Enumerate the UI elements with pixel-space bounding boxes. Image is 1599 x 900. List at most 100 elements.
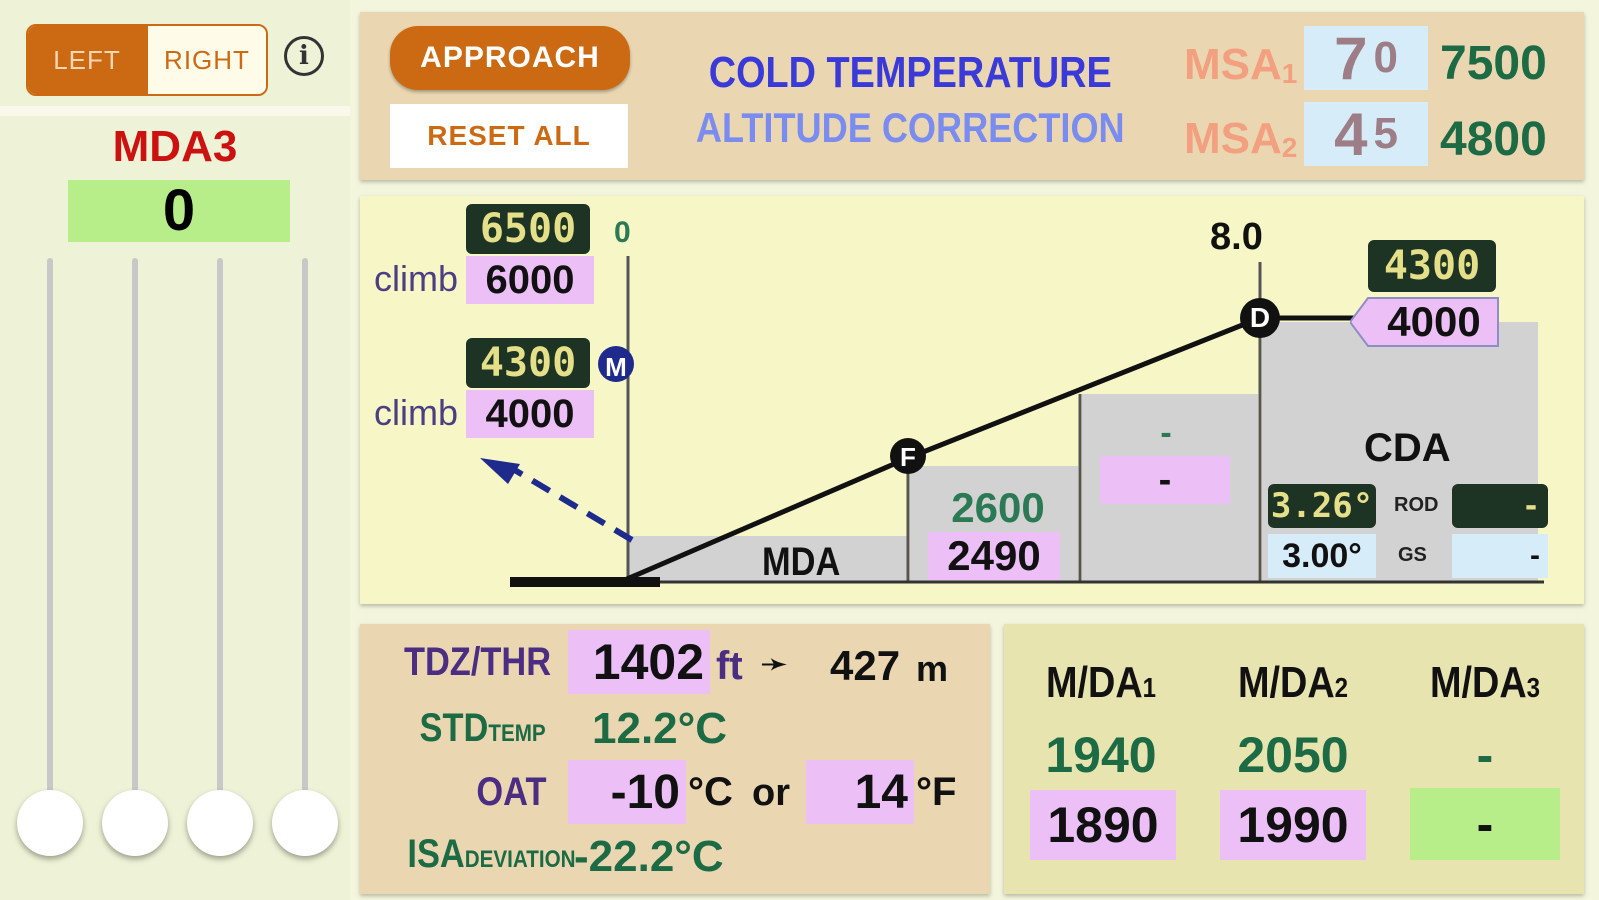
tdz-input[interactable]: 1402 xyxy=(568,630,710,694)
mda2-input[interactable]: 1990 xyxy=(1220,790,1366,860)
d-marker-icon xyxy=(1240,298,1280,338)
oat-celsius-input[interactable]: -10 xyxy=(568,760,686,824)
d-marker-label: D xyxy=(1249,302,1271,333)
slider-knob-3[interactable] xyxy=(187,790,253,856)
missed-step2-label: climb xyxy=(374,392,459,433)
initial-lcd: 4300 xyxy=(1368,240,1496,292)
mda3-input[interactable]: - xyxy=(1410,788,1560,860)
mda1-input[interactable]: 1890 xyxy=(1030,790,1176,860)
slider-track-3 xyxy=(217,258,223,793)
slider-track-2 xyxy=(132,258,138,793)
m-marker-icon xyxy=(598,346,634,382)
msa2-label-text: MSA xyxy=(1184,114,1282,163)
segment1-input[interactable]: 2490 xyxy=(928,532,1060,580)
msa1-label-sub: 1 xyxy=(1281,58,1298,89)
gs-value: - xyxy=(1452,534,1548,578)
initial-input[interactable]: 4000 xyxy=(1387,298,1481,345)
arrow-icon: ➛ xyxy=(760,645,789,683)
glide-path-final xyxy=(619,455,909,585)
std-temp-label-sub: TEMP xyxy=(488,720,546,747)
missed-approach-arrowhead xyxy=(480,458,520,484)
missed-step2-input[interactable]: 4000 xyxy=(466,390,594,438)
or-label: or xyxy=(752,772,790,814)
oat-fahrenheit-unit: °F xyxy=(916,770,957,814)
oat-label: OAT xyxy=(380,770,546,815)
cda-label: CDA xyxy=(1364,426,1451,470)
msa2-input-small: 5 xyxy=(1373,109,1398,158)
tdz-meters-value: 427 xyxy=(830,642,901,689)
info-glyph: i xyxy=(299,41,309,71)
std-temp-value: 12.2°C xyxy=(592,704,728,753)
d-distance-label: 8.0 xyxy=(1210,216,1263,258)
initial-input-tag-shape xyxy=(1350,297,1499,347)
title-line2-text: ALTITUDE CORRECTION xyxy=(695,104,1125,151)
mda3-value: 0 xyxy=(68,180,290,242)
mda3-title: MDA3 xyxy=(112,122,238,171)
m-distance-label: 0 xyxy=(614,216,631,249)
title-cold-temperature: COLD TEMPERATURE xyxy=(650,48,1170,98)
segment2-input[interactable]: - xyxy=(1100,456,1230,504)
msa2-label: MSA2 xyxy=(1184,114,1297,164)
m-marker-label: M xyxy=(605,352,627,382)
cda-angle-input[interactable]: 3.00° xyxy=(1268,534,1376,578)
segment2-corrected: - xyxy=(1160,414,1172,452)
glide-path-intermediate xyxy=(907,315,1261,461)
mda-segment-label-text: MDA xyxy=(762,540,841,584)
oat-label-text: OAT xyxy=(475,770,546,814)
right-toggle-button[interactable]: RIGHT xyxy=(146,26,266,94)
oat-celsius-unit: °C xyxy=(688,770,733,814)
reset-all-button[interactable]: RESET ALL xyxy=(390,104,628,168)
rod-label: ROD xyxy=(1394,494,1439,516)
msa1-label-text: MSA xyxy=(1184,40,1282,89)
mda2-header-sub: 2 xyxy=(1334,672,1349,703)
info-icon[interactable]: i xyxy=(284,36,324,76)
std-temp-label: STDTEMP xyxy=(380,706,546,751)
msa1-input-big: 7 xyxy=(1334,24,1368,92)
mda1-published: 1940 xyxy=(1045,727,1157,783)
oat-fahrenheit-input[interactable]: 14 xyxy=(806,760,914,824)
mda2-published: 2050 xyxy=(1237,727,1349,783)
std-temp-label-text: STD xyxy=(419,706,489,750)
left-column xyxy=(0,0,350,900)
rod-value: - xyxy=(1452,484,1548,528)
msa1-label: MSA1 xyxy=(1184,40,1297,90)
slider-knob-4[interactable] xyxy=(272,790,338,856)
missed-step1-label: climb xyxy=(374,258,459,299)
approach-button[interactable]: APPROACH xyxy=(390,26,630,90)
isa-label-text: ISA xyxy=(407,832,465,876)
msa2-label-sub: 2 xyxy=(1281,132,1298,163)
isa-deviation-label: ISADEVIATION xyxy=(380,832,575,877)
left-toggle-button[interactable]: LEFT xyxy=(28,26,146,94)
mda3-header: M/DA3 xyxy=(1400,658,1570,708)
mda3-header-sub: 3 xyxy=(1526,672,1541,703)
mda1-header-text: M/DA xyxy=(1045,658,1143,707)
isa-label-sub: DEVIATION xyxy=(464,846,576,873)
f-marker-label: F xyxy=(900,442,916,472)
slider-track-4 xyxy=(302,258,308,793)
title-line1-text: COLD TEMPERATURE xyxy=(708,48,1112,97)
cda-angle-lcd: 3.26° xyxy=(1268,484,1376,528)
segment1-corrected: 2600 xyxy=(951,484,1045,531)
mda-segment-label: MDA xyxy=(762,540,853,585)
mda3-header-text: M/DA xyxy=(1429,658,1527,707)
left-right-toggle[interactable]: LEFT RIGHT xyxy=(26,24,268,96)
left-divider xyxy=(0,106,350,116)
tdz-label: TDZ/THR xyxy=(380,640,551,685)
tdz-label-text: TDZ/THR xyxy=(403,640,552,684)
slider-knob-1[interactable] xyxy=(17,790,83,856)
tdz-unit: ft xyxy=(716,644,743,688)
missed-step1-input[interactable]: 6000 xyxy=(466,256,594,304)
missed-approach-path xyxy=(506,463,634,543)
mda1-header-sub: 1 xyxy=(1142,672,1157,703)
f-marker-icon xyxy=(890,438,926,474)
slider-track-1 xyxy=(47,258,53,793)
msa1-input-small: 0 xyxy=(1373,33,1398,82)
isa-deviation-value: -22.2°C xyxy=(574,832,724,881)
slider-knob-2[interactable] xyxy=(102,790,168,856)
missed-step1-lcd: 6500 xyxy=(466,204,590,254)
missed-step2-lcd: 4300 xyxy=(466,338,590,388)
mda1-header: M/DA1 xyxy=(1016,658,1186,708)
msa2-result: 4800 xyxy=(1440,113,1547,166)
